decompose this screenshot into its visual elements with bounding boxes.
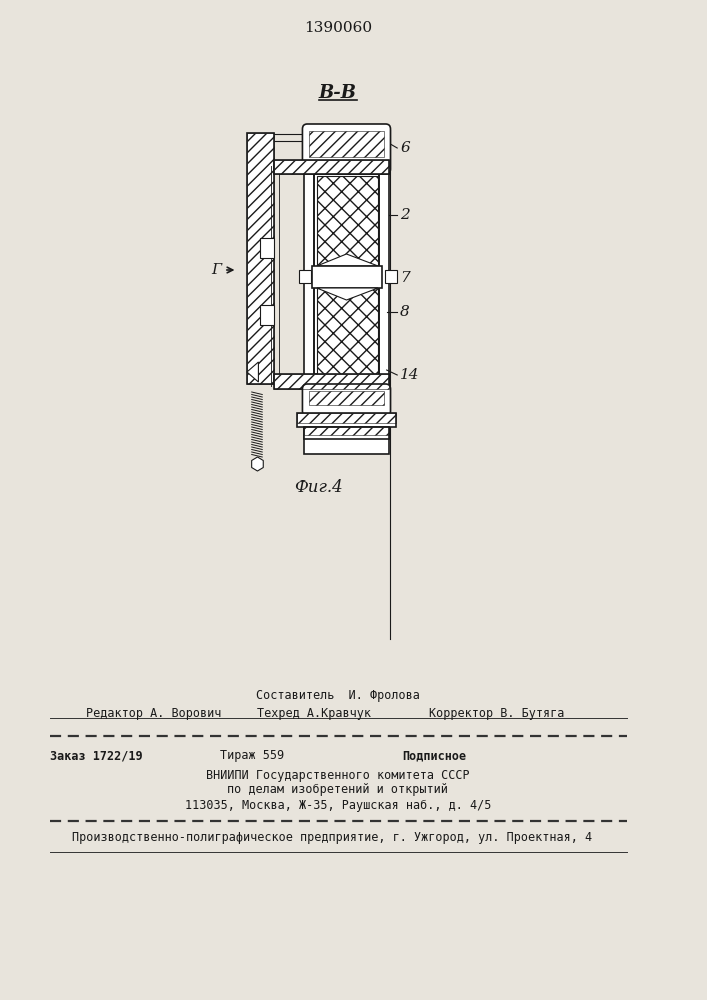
Bar [312,266,382,288]
Text: В-В: В-В [319,84,357,102]
Bar [274,374,389,389]
Bar [317,288,378,374]
Text: 1390060: 1390060 [304,21,372,35]
Text: Производственно-полиграфическое предприятие, г. Ужгород, ул. Проектная, 4: Производственно-полиграфическое предприя… [72,832,592,844]
Text: по делам изобретений и открытий: по делам изобретений и открытий [228,784,448,796]
Bar [247,133,274,384]
Bar [298,270,311,283]
Text: Редактор А. Ворович: Редактор А. Ворович [86,706,221,720]
Bar [385,270,397,283]
Text: 7: 7 [400,271,410,285]
Bar [304,427,389,439]
Bar [304,427,389,435]
Text: 2: 2 [400,208,410,222]
Bar [314,174,379,374]
Text: Заказ 1722/19: Заказ 1722/19 [49,750,142,762]
FancyBboxPatch shape [303,124,390,174]
Bar [297,413,396,423]
Bar [317,176,378,266]
Text: Подписное: Подписное [402,750,466,762]
Text: Составитель  И. Фролова: Составитель И. Фролова [256,690,420,702]
Text: 14: 14 [400,368,419,382]
Text: 6: 6 [400,141,410,155]
Bar [309,391,384,405]
Text: Г: Г [211,263,221,277]
Text: Техред А.Кравчук: Техред А.Кравчук [257,706,370,720]
Text: Фиг.4: Фиг.4 [294,480,343,496]
Bar [297,413,396,427]
Bar [304,128,389,454]
Bar [260,238,274,258]
Bar [247,133,274,384]
Text: Корректор В. Бутяга: Корректор В. Бутяга [428,706,564,720]
Text: 8: 8 [400,305,410,319]
Text: ВНИИПИ Государственного комитета СССР: ВНИИПИ Государственного комитета СССР [206,768,469,782]
Text: 113035, Москва, Ж-35, Раушская наб., д. 4/5: 113035, Москва, Ж-35, Раушская наб., д. … [185,798,491,812]
Bar [309,131,384,157]
Polygon shape [317,254,378,266]
Bar [274,374,389,389]
Polygon shape [247,362,259,382]
FancyBboxPatch shape [303,384,390,416]
Bar [274,160,389,174]
Text: Тираж 559: Тираж 559 [220,750,284,762]
Polygon shape [317,288,378,300]
Bar [274,160,389,174]
Bar [260,305,274,325]
